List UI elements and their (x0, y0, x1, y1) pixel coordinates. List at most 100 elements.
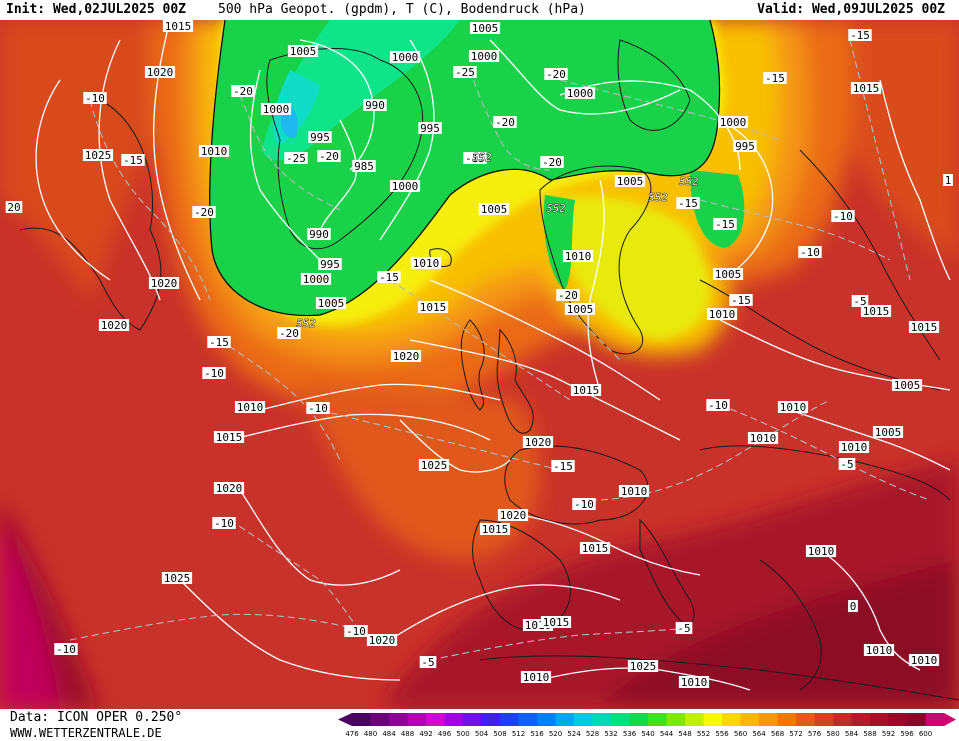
isotherm-label: -10 (833, 210, 853, 223)
legend-swatch (685, 713, 704, 726)
chart-title: 500 hPa Geopot. (gpdm), T (C), Bodendruc… (218, 2, 586, 17)
isobar-label: 1000 (567, 87, 594, 100)
isotherm-label-box (202, 367, 226, 379)
isobar-label-box (82, 149, 114, 161)
isotherm-label: -5 (840, 458, 853, 471)
website-label: WWW.WETTERZENTRALE.DE (10, 726, 162, 740)
isobar-label: 1025 (164, 572, 191, 585)
isobar-label: 995 (735, 140, 755, 153)
isobar-label: 1020 (525, 436, 552, 449)
isobar-label: 1005 (894, 379, 921, 392)
isotherm-label: -10 (574, 498, 594, 511)
isobar-label: 1010 (709, 308, 736, 321)
isotherm-label: -10 (214, 517, 234, 530)
isobar-label: 1010 (523, 671, 550, 684)
legend-tick-label: 600 (919, 730, 932, 738)
isotherm-label-box (848, 29, 872, 41)
isobar-label: 1 (945, 174, 952, 187)
isotherm-label-box (207, 336, 231, 348)
isobar-label: 1015 (863, 305, 890, 318)
isobar-label: 1005 (617, 175, 644, 188)
isobar-label: 1015 (482, 523, 509, 536)
isobar-label: 1005 (472, 22, 499, 35)
isobar-label-box (747, 432, 779, 444)
legend-swatch (537, 713, 556, 726)
legend-tick-label: 568 (771, 730, 784, 738)
legend-swatch (870, 713, 889, 726)
isobar-label-box (287, 45, 319, 57)
legend-swatch (555, 713, 575, 726)
isobar-label-box (863, 644, 895, 656)
legend-tick-label: 560 (734, 730, 747, 738)
isobar-label: 1025 (630, 660, 657, 673)
isotherm-label-box (212, 517, 236, 529)
isobar-label-box (213, 431, 245, 443)
isotherm-label-box (544, 68, 568, 80)
legend-tick-label: 524 (567, 730, 581, 738)
legend-swatch (592, 713, 612, 726)
legend-tick-label: 588 (863, 730, 876, 738)
isobar-label-box (363, 99, 387, 111)
legend-tick-label: 504 (475, 730, 489, 738)
legend-tick-label: 592 (882, 730, 895, 738)
isotherm-label: -15 (850, 29, 870, 42)
isobar-label-box (162, 20, 194, 32)
isobar-label-box (418, 122, 442, 134)
isobar-label-box (564, 303, 596, 315)
legend-tick-label: 476 (345, 730, 359, 738)
isotherm-label-box (54, 643, 78, 655)
isobar-label-box (564, 87, 596, 99)
isobar-label: 1020 (369, 634, 396, 647)
isobar-label: 1010 (237, 401, 264, 414)
isobar-label: 995 (310, 131, 330, 144)
legend-tick-label: 500 (456, 730, 469, 738)
isotherm-label-box (763, 72, 787, 84)
isobar-label: 1020 (101, 319, 128, 332)
isotherm-label: 0 (850, 600, 857, 613)
height-label: 552 (296, 317, 316, 330)
isotherm-label: -15 (553, 460, 573, 473)
legend-tick-label: 512 (512, 730, 525, 738)
isobar-label: 1015 (573, 384, 600, 397)
isotherm-label-box (463, 152, 487, 164)
legend-left-arrow (338, 713, 352, 726)
isotherm-label-box (231, 85, 255, 97)
isobar-label: 1005 (290, 45, 317, 58)
isobar-label: 1015 (853, 82, 880, 95)
isobar-label: 1005 (715, 268, 742, 281)
isobar-label: 20 (7, 201, 20, 214)
isobar-label-box (479, 523, 511, 535)
isobar-label-box (98, 319, 130, 331)
isobar-label-box (908, 321, 940, 333)
isobar-label: 1005 (875, 426, 902, 439)
isobar-label-box (805, 545, 837, 557)
isobar-label: 1000 (471, 50, 498, 63)
isobar-label: 1025 (85, 149, 112, 162)
isobar-label-box (614, 175, 646, 187)
legend-tick-label: 584 (845, 730, 859, 738)
isotherm-label-box (838, 458, 856, 470)
isobar-label-box (318, 258, 342, 270)
legend-tick-label: 564 (752, 730, 766, 738)
legend-swatch (426, 713, 445, 726)
isotherm-label: -15 (379, 271, 399, 284)
legend-tick-label: 516 (530, 730, 544, 738)
isobar-label-box (307, 228, 331, 240)
isobar-label-box (733, 140, 757, 152)
legend-swatch (796, 713, 815, 726)
height-label: 552 (472, 151, 492, 164)
isobar-label: 1010 (911, 654, 938, 667)
isotherm-label: -10 (85, 92, 105, 105)
isotherm-label: -15 (765, 72, 785, 85)
legend-swatch (703, 713, 723, 726)
isobar-label-box (213, 482, 245, 494)
legend-swatch (629, 713, 649, 726)
isobar-label-box (417, 301, 449, 313)
isobar-label-box (5, 201, 23, 213)
isotherm-label: -10 (308, 402, 328, 415)
isobar-label-box (161, 572, 193, 584)
isotherm-label: -5 (853, 295, 866, 308)
isobar-label: 990 (365, 99, 385, 112)
isobar-label: 1010 (565, 250, 592, 263)
